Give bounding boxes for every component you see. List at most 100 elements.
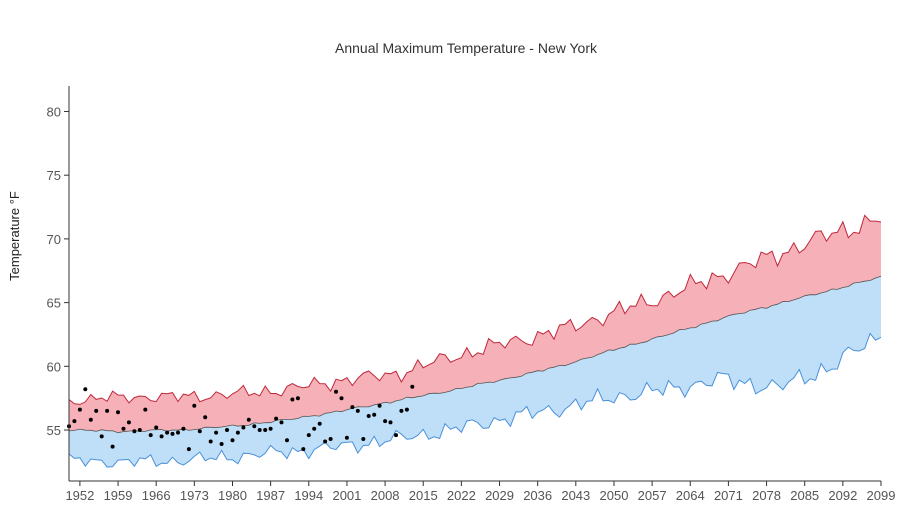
axes: 55 60 65 70 75 80 1952 1959 1966 1973 1980 1987 1994… bbox=[47, 86, 896, 503]
observed-point bbox=[350, 405, 355, 410]
x-tick-label: 2092 bbox=[828, 488, 857, 503]
observed-point bbox=[339, 396, 344, 401]
observed-point bbox=[355, 408, 360, 413]
x-tick-label: 1959 bbox=[104, 488, 133, 503]
x-tick-label: 1952 bbox=[65, 488, 94, 503]
x-tick-label: 2078 bbox=[752, 488, 781, 503]
observed-point bbox=[334, 389, 338, 394]
y-tick-label: 65 bbox=[47, 296, 61, 311]
observed-point bbox=[323, 439, 328, 444]
upper-band-area bbox=[69, 215, 881, 433]
x-tick-label: 1987 bbox=[256, 488, 285, 503]
observed-point bbox=[132, 429, 137, 434]
upper-band-line bbox=[68, 214, 882, 405]
x-tick-label: 2001 bbox=[332, 488, 361, 503]
observed-point bbox=[143, 407, 148, 412]
observed-point bbox=[203, 415, 208, 420]
x-tick-label: 2085 bbox=[790, 488, 819, 503]
x-tick-label: 2008 bbox=[371, 488, 400, 503]
observed-point bbox=[366, 414, 371, 418]
plot-area bbox=[68, 214, 882, 468]
observed-point bbox=[165, 430, 170, 435]
x-tick-label: 2029 bbox=[485, 488, 514, 503]
observed-point bbox=[252, 424, 257, 429]
lower-band-line bbox=[68, 332, 882, 468]
chart-title: Annual Maximum Temperature - New York bbox=[335, 40, 598, 56]
observed-point bbox=[279, 420, 284, 425]
observed-point bbox=[116, 410, 120, 415]
observed-point bbox=[268, 426, 273, 431]
median-line bbox=[68, 275, 882, 434]
observed-points bbox=[67, 384, 415, 452]
observed-point bbox=[285, 438, 289, 443]
observed-point bbox=[312, 426, 317, 431]
observed-point bbox=[197, 429, 202, 434]
y-tick-label: 55 bbox=[47, 423, 61, 438]
observed-point bbox=[290, 397, 295, 402]
observed-point bbox=[170, 431, 175, 436]
y-axis-label: Temperature °F bbox=[7, 191, 22, 281]
observed-point bbox=[83, 387, 88, 392]
observed-point bbox=[219, 442, 224, 446]
observed-point bbox=[301, 447, 306, 452]
observed-point bbox=[181, 426, 186, 431]
observed-point bbox=[361, 437, 366, 441]
observed-point bbox=[241, 425, 246, 430]
observed-point bbox=[208, 439, 213, 444]
observed-point bbox=[154, 425, 159, 430]
observed-point bbox=[148, 433, 153, 438]
observed-point bbox=[159, 434, 164, 439]
observed-point bbox=[383, 419, 388, 424]
x-tick-label: 1980 bbox=[218, 488, 247, 503]
observed-point bbox=[88, 417, 93, 422]
lower-band-area bbox=[69, 276, 881, 468]
x-tick-label: 2036 bbox=[523, 488, 552, 503]
observed-point bbox=[328, 437, 333, 441]
observed-point bbox=[72, 419, 77, 424]
x-tick-label: 2015 bbox=[409, 488, 438, 503]
observed-point bbox=[344, 435, 349, 440]
x-tick-label: 2071 bbox=[714, 488, 743, 503]
observed-point bbox=[410, 384, 415, 389]
y-tick-label: 75 bbox=[47, 168, 61, 183]
observed-point bbox=[399, 408, 404, 413]
observed-point bbox=[263, 428, 268, 432]
observed-point bbox=[186, 447, 191, 452]
y-tick-label: 70 bbox=[47, 232, 61, 247]
observed-point bbox=[394, 433, 398, 438]
y-tick-label: 80 bbox=[47, 104, 61, 119]
observed-point bbox=[388, 420, 393, 425]
observed-point bbox=[317, 421, 322, 426]
observed-point bbox=[230, 438, 235, 443]
x-tick-label: 1973 bbox=[180, 488, 209, 503]
observed-point bbox=[246, 417, 251, 422]
observed-point bbox=[94, 408, 99, 413]
observed-point bbox=[137, 428, 142, 432]
observed-point bbox=[176, 430, 180, 435]
observed-point bbox=[225, 428, 229, 432]
observed-point bbox=[274, 416, 279, 421]
observed-point bbox=[77, 407, 82, 412]
observed-point bbox=[404, 407, 409, 412]
observed-point bbox=[214, 430, 219, 435]
observed-point bbox=[235, 430, 240, 435]
y-tick-label: 60 bbox=[47, 359, 61, 374]
observed-point bbox=[372, 412, 377, 417]
observed-point bbox=[257, 428, 262, 432]
observed-point bbox=[99, 434, 104, 439]
observed-point bbox=[110, 444, 115, 449]
x-tick-label: 1994 bbox=[294, 488, 323, 503]
observed-point bbox=[121, 426, 126, 431]
observed-point bbox=[192, 403, 197, 408]
x-tick-label: 2099 bbox=[867, 488, 896, 503]
observed-point bbox=[377, 403, 382, 408]
x-tick-label: 1966 bbox=[142, 488, 171, 503]
x-tick-label: 2057 bbox=[638, 488, 667, 503]
observed-point bbox=[126, 420, 131, 425]
x-tick-label: 2064 bbox=[676, 488, 705, 503]
observed-point bbox=[105, 408, 110, 413]
x-tick-label: 2022 bbox=[447, 488, 476, 503]
x-tick-label: 2043 bbox=[561, 488, 590, 503]
x-tick-label: 2050 bbox=[600, 488, 629, 503]
